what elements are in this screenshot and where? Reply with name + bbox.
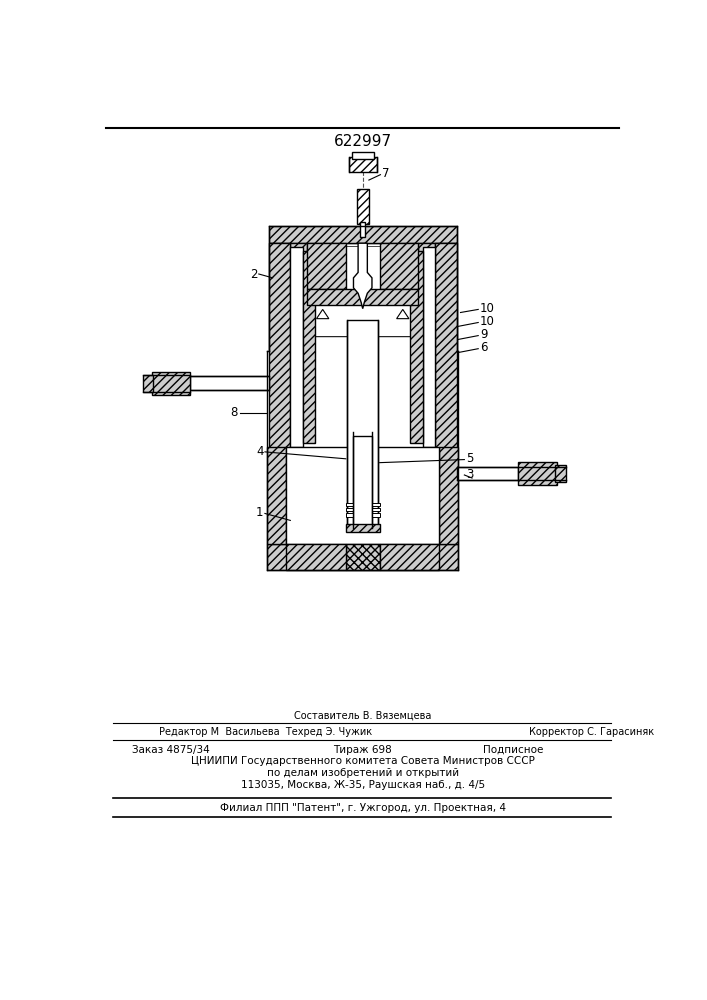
Bar: [291, 243, 308, 336]
Text: Редактор М  Васильева  Техред Э. Чужик: Редактор М Васильева Техред Э. Чужик: [160, 727, 373, 737]
Bar: [267, 544, 458, 570]
Bar: [143, 375, 153, 392]
Bar: [267, 447, 286, 544]
Text: Составитель В. Вяземцева: Составитель В. Вяземцева: [294, 710, 431, 720]
Bar: [346, 544, 380, 570]
Polygon shape: [354, 243, 372, 309]
Bar: [372, 503, 380, 506]
Text: 622997: 622997: [334, 134, 392, 149]
Bar: [435, 243, 457, 451]
Text: ЦНИИПИ Государственного комитета Совета Министров СССР: ЦНИИПИ Государственного комитета Совета …: [191, 756, 534, 766]
Bar: [518, 462, 557, 485]
Bar: [346, 524, 380, 532]
Bar: [372, 508, 380, 511]
Bar: [308, 246, 418, 336]
Text: Корректор С. Гарасиняк: Корректор С. Гарасиняк: [529, 727, 654, 737]
Bar: [152, 372, 190, 395]
Bar: [354, 436, 372, 528]
Bar: [380, 544, 439, 570]
Bar: [423, 247, 435, 447]
Bar: [346, 508, 354, 511]
Bar: [555, 465, 566, 482]
Text: 1: 1: [256, 506, 264, 519]
Bar: [457, 466, 518, 480]
Text: 9: 9: [480, 328, 487, 341]
Text: 4: 4: [256, 445, 264, 458]
Bar: [269, 243, 291, 351]
Text: 6: 6: [480, 341, 487, 354]
Bar: [308, 289, 418, 305]
Bar: [269, 226, 457, 243]
Bar: [346, 513, 354, 517]
Text: Филиал ППП "Патент", г. Ужгород, ул. Проектная, 4: Филиал ППП "Патент", г. Ужгород, ул. Про…: [220, 803, 506, 813]
Bar: [269, 243, 291, 451]
Bar: [361, 222, 365, 237]
Bar: [418, 243, 435, 336]
Text: Заказ 4875/34: Заказ 4875/34: [132, 745, 210, 755]
Bar: [291, 247, 303, 447]
Text: 8: 8: [230, 406, 238, 419]
Bar: [190, 376, 269, 390]
Text: Подписное: Подписное: [483, 745, 543, 755]
Bar: [352, 152, 373, 158]
Bar: [291, 243, 440, 336]
Bar: [435, 243, 457, 351]
Text: 113035, Москва, Ж-35, Раушская наб., д. 4/5: 113035, Москва, Ж-35, Раушская наб., д. …: [240, 780, 485, 790]
Text: 3: 3: [466, 468, 473, 481]
Text: 5: 5: [466, 452, 473, 465]
Text: по делам изобретений и открытий: по делам изобретений и открытий: [267, 768, 459, 778]
Bar: [347, 320, 378, 528]
Text: 10: 10: [480, 302, 495, 315]
Bar: [380, 243, 418, 289]
Polygon shape: [397, 309, 409, 319]
Text: Тираж 698: Тираж 698: [333, 745, 392, 755]
Bar: [411, 251, 423, 443]
Bar: [346, 503, 354, 506]
Bar: [308, 243, 346, 289]
Bar: [303, 251, 315, 443]
Bar: [286, 447, 439, 544]
Polygon shape: [317, 309, 329, 319]
Bar: [439, 447, 458, 544]
Bar: [349, 157, 377, 172]
Text: 2: 2: [250, 267, 257, 280]
Bar: [372, 513, 380, 517]
Text: 10: 10: [480, 315, 495, 328]
Bar: [286, 544, 346, 570]
Bar: [356, 189, 369, 224]
Text: 7: 7: [382, 167, 390, 180]
